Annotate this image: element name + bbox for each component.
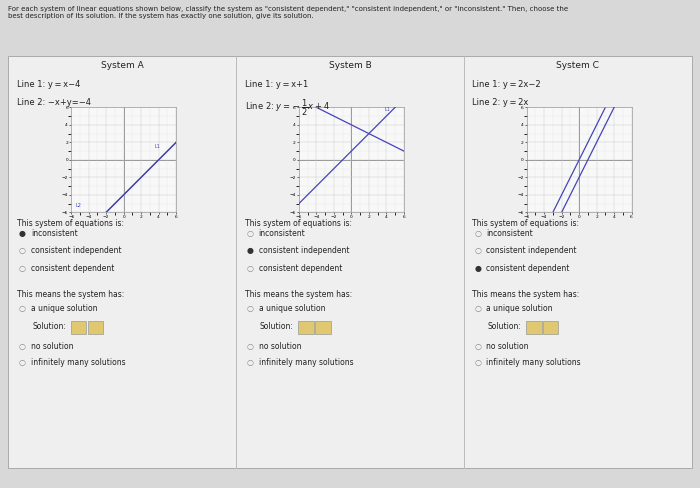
Text: consistent dependent: consistent dependent: [31, 264, 114, 273]
Text: ●: ●: [475, 264, 482, 273]
Text: infinitely many solutions: infinitely many solutions: [486, 358, 581, 366]
Text: consistent independent: consistent independent: [258, 246, 349, 255]
Text: Solution:: Solution:: [260, 323, 294, 331]
Text: ○: ○: [475, 246, 482, 255]
Text: ○: ○: [475, 304, 482, 313]
Text: Solution:: Solution:: [488, 323, 522, 331]
Text: consistent independent: consistent independent: [31, 246, 121, 255]
Text: a unique solution: a unique solution: [31, 304, 97, 313]
Text: This system of equations is:: This system of equations is:: [244, 219, 351, 227]
Text: ○: ○: [19, 342, 26, 351]
Text: infinitely many solutions: infinitely many solutions: [31, 358, 125, 366]
Text: ○: ○: [246, 229, 253, 238]
Text: ○: ○: [475, 358, 482, 366]
Text: Line 2: y = 2x: Line 2: y = 2x: [473, 98, 528, 106]
Text: ○: ○: [246, 358, 253, 366]
Text: This system of equations is:: This system of equations is:: [17, 219, 124, 227]
Text: ○: ○: [246, 304, 253, 313]
Text: Solution:: Solution:: [32, 323, 66, 331]
Text: ●: ●: [19, 229, 26, 238]
Text: L2: L2: [76, 203, 81, 208]
Text: ○: ○: [19, 264, 26, 273]
Text: Line 1: y = 2x−2: Line 1: y = 2x−2: [473, 80, 541, 88]
Text: Line 1: y = x+1: Line 1: y = x+1: [244, 80, 308, 88]
Text: This means the system has:: This means the system has:: [17, 290, 124, 299]
Text: infinitely many solutions: infinitely many solutions: [258, 358, 354, 366]
Text: inconsistent: inconsistent: [486, 229, 533, 238]
Text: L1: L1: [154, 144, 160, 149]
Text: a unique solution: a unique solution: [486, 304, 553, 313]
Text: inconsistent: inconsistent: [31, 229, 78, 238]
Text: Line 2: $y=-\dfrac{1}{2}x+4$: Line 2: $y=-\dfrac{1}{2}x+4$: [244, 98, 330, 118]
Text: This means the system has:: This means the system has:: [473, 290, 580, 299]
Text: no solution: no solution: [486, 342, 528, 351]
Text: ○: ○: [19, 304, 26, 313]
Text: This means the system has:: This means the system has:: [244, 290, 352, 299]
Text: System A: System A: [101, 61, 144, 70]
Text: consistent independent: consistent independent: [486, 246, 577, 255]
Text: ○: ○: [246, 264, 253, 273]
Text: ○: ○: [19, 358, 26, 366]
Text: Line 1: y = x−4: Line 1: y = x−4: [17, 80, 80, 88]
Text: no solution: no solution: [258, 342, 301, 351]
Text: consistent dependent: consistent dependent: [486, 264, 570, 273]
Text: ○: ○: [19, 246, 26, 255]
Text: System B: System B: [328, 61, 372, 70]
Text: ○: ○: [475, 342, 482, 351]
Text: Line 2: −x+y=−4: Line 2: −x+y=−4: [17, 98, 91, 106]
Text: For each system of linear equations shown below, classify the system as "consist: For each system of linear equations show…: [8, 6, 568, 19]
Text: a unique solution: a unique solution: [258, 304, 325, 313]
Text: System C: System C: [556, 61, 599, 70]
Text: ●: ●: [246, 246, 253, 255]
Text: This system of equations is:: This system of equations is:: [473, 219, 580, 227]
Text: inconsistent: inconsistent: [258, 229, 305, 238]
Text: consistent dependent: consistent dependent: [258, 264, 342, 273]
Text: L1: L1: [384, 107, 391, 112]
Text: no solution: no solution: [31, 342, 74, 351]
Text: ○: ○: [475, 229, 482, 238]
Text: ○: ○: [246, 342, 253, 351]
